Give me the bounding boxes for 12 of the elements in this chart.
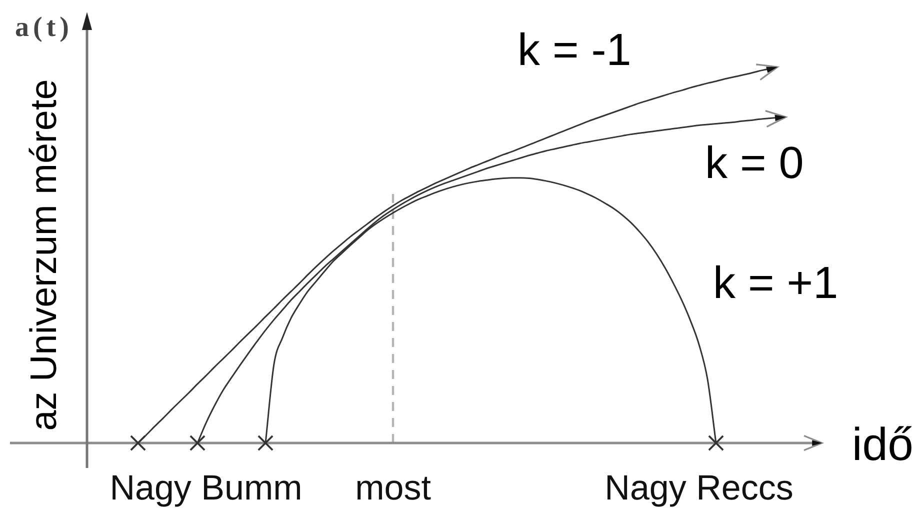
point	[130, 435, 146, 451]
x-tick-label: Nagy Bumm	[110, 468, 302, 508]
x-tick-label: Nagy Reccs	[604, 468, 794, 508]
point	[258, 435, 274, 451]
x-axis-title: idő	[852, 418, 914, 470]
y-axis-title: az Univerzum mérete	[23, 79, 64, 431]
series-label: k = 0	[705, 137, 804, 188]
series-label: k = -1	[518, 24, 632, 75]
text: a(t)	[15, 12, 73, 43]
point	[190, 435, 206, 451]
series-label: k = +1	[713, 257, 838, 308]
x-tick-label: most	[355, 468, 432, 508]
